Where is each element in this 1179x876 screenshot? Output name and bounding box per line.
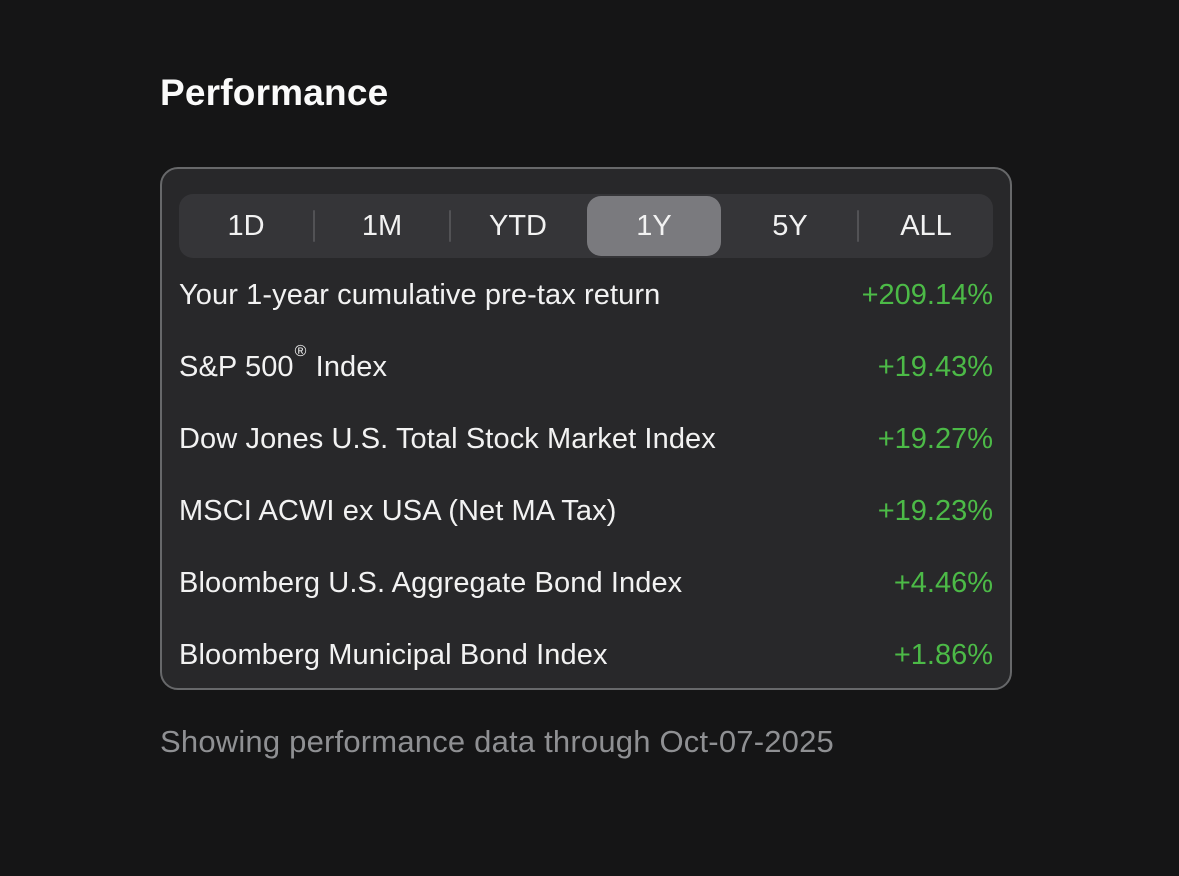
performance-card: 1D 1M YTD 1Y 5Y ALL Your 1-year cumulati…	[160, 167, 1012, 690]
row-value: +19.27%	[877, 422, 993, 455]
time-range-segmented-control: 1D 1M YTD 1Y 5Y ALL	[179, 194, 993, 258]
tab-1y[interactable]: 1Y	[587, 196, 721, 256]
row-label: MSCI ACWI ex USA (Net MA Tax)	[179, 494, 617, 527]
row-value: +19.23%	[877, 494, 993, 527]
tab-ytd[interactable]: YTD	[451, 196, 585, 256]
performance-row-sp500: S&P 500® Index +19.43%	[179, 331, 993, 403]
performance-row-msci-acwi: MSCI ACWI ex USA (Net MA Tax) +19.23%	[179, 475, 993, 547]
row-label: Bloomberg Municipal Bond Index	[179, 638, 608, 671]
segment-divider	[857, 210, 859, 242]
row-label: Dow Jones U.S. Total Stock Market Index	[179, 422, 716, 455]
performance-row-dow-jones: Dow Jones U.S. Total Stock Market Index …	[179, 403, 993, 475]
row-label: S&P 500® Index	[179, 343, 388, 383]
tab-1m[interactable]: 1M	[315, 196, 449, 256]
row-value: +209.14%	[861, 278, 993, 311]
performance-row-bloomberg-aggregate: Bloomberg U.S. Aggregate Bond Index +4.4…	[179, 547, 993, 619]
row-value: +1.86%	[893, 638, 993, 671]
performance-row-cumulative-return: Your 1-year cumulative pre-tax return +2…	[179, 259, 993, 331]
tab-5y[interactable]: 5Y	[723, 196, 857, 256]
tab-1d[interactable]: 1D	[179, 196, 313, 256]
page-title: Performance	[160, 72, 389, 113]
row-label: Bloomberg U.S. Aggregate Bond Index	[179, 566, 683, 599]
segment-divider	[449, 210, 451, 242]
tab-all[interactable]: ALL	[859, 196, 993, 256]
performance-row-bloomberg-municipal: Bloomberg Municipal Bond Index +1.86%	[179, 619, 993, 691]
performance-rows: Your 1-year cumulative pre-tax return +2…	[179, 259, 993, 691]
row-value: +19.43%	[877, 350, 993, 383]
row-value: +4.46%	[893, 566, 993, 599]
segment-divider	[313, 210, 315, 242]
footer-note: Showing performance data through Oct-07-…	[160, 724, 834, 759]
row-label: Your 1-year cumulative pre-tax return	[179, 278, 661, 311]
